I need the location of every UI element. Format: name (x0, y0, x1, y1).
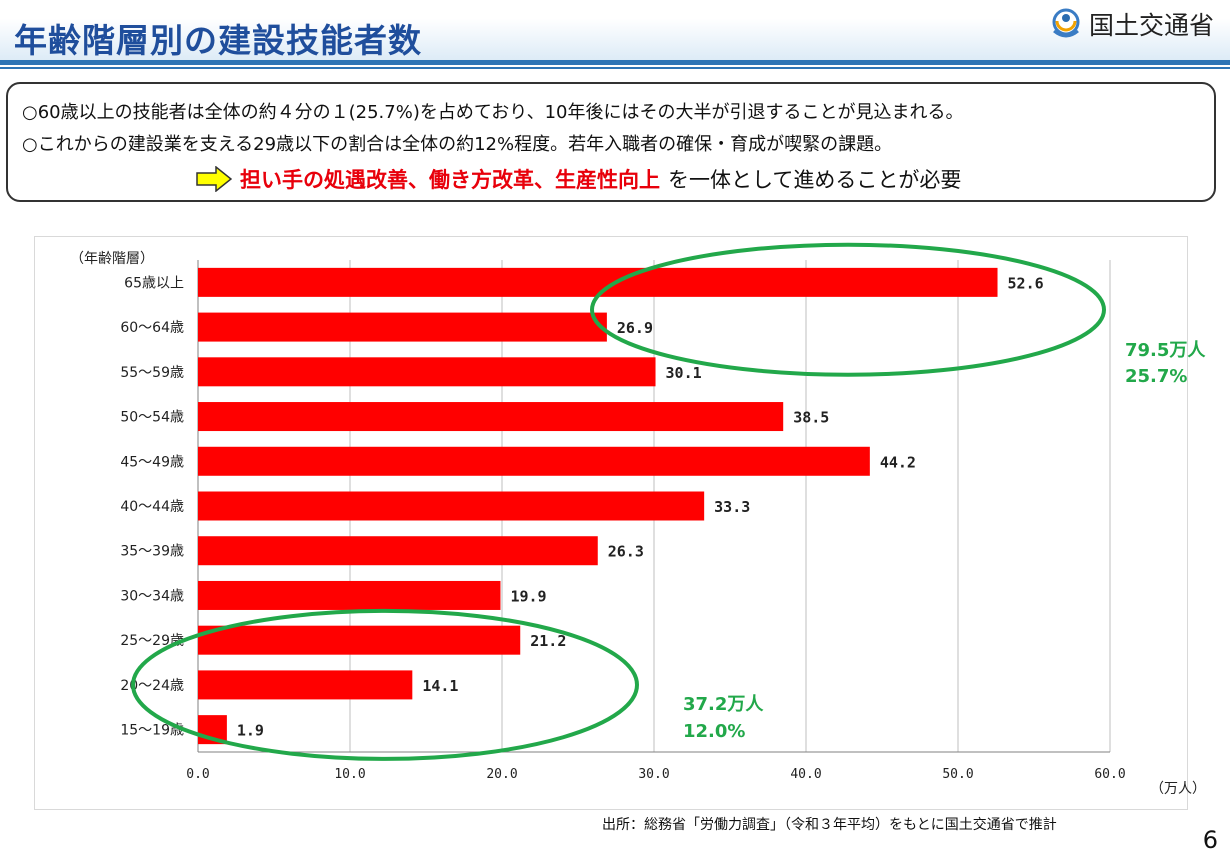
x-tick-label: 60.0 (1094, 767, 1125, 782)
value-label: 21.2 (530, 632, 566, 650)
value-label: 26.9 (617, 319, 653, 337)
chart-frame (34, 236, 1188, 810)
annotation-total: 79.5万人 (1125, 340, 1206, 361)
value-label: 26.3 (608, 543, 644, 561)
value-label: 44.2 (880, 453, 916, 471)
x-tick-label: 10.0 (334, 767, 365, 782)
category-label: 40～44歳 (120, 499, 184, 515)
summary-box: ○60歳以上の技能者は全体の約４分の１(25.7%)を占めており、10年後にはそ… (6, 82, 1216, 202)
header-rule-thin (0, 67, 1230, 69)
summary-line-1: ○60歳以上の技能者は全体の約４分の１(25.7%)を占めており、10年後にはそ… (22, 102, 964, 123)
bar (198, 446, 870, 476)
bar (198, 580, 501, 610)
category-label: 45～49歳 (120, 454, 184, 470)
bar (198, 357, 656, 387)
value-label: 30.1 (666, 364, 702, 382)
annotation-share: 25.7% (1125, 366, 1187, 387)
x-tick-label: 50.0 (942, 767, 973, 782)
conclusion-rest: を一体として進めることが必要 (668, 168, 962, 192)
category-label: 65歳以上 (124, 275, 184, 291)
page-title: 年齢階層別の建設技能者数 (14, 21, 422, 60)
bar (198, 625, 521, 655)
category-label: 35～39歳 (120, 544, 184, 560)
value-label: 14.1 (422, 677, 458, 695)
value-label: 1.9 (237, 722, 264, 740)
bar (198, 312, 607, 342)
x-axis-title: （万人） (1150, 781, 1206, 797)
category-label: 20～24歳 (120, 678, 184, 694)
page-number: 6 (1202, 826, 1218, 854)
bar (198, 267, 998, 297)
value-label: 38.5 (793, 409, 829, 427)
annotation-total: 37.2万人 (683, 694, 764, 715)
bar (198, 402, 784, 432)
category-label: 25～29歳 (120, 633, 184, 649)
x-tick-label: 20.0 (486, 767, 517, 782)
category-label: 30～34歳 (120, 588, 184, 604)
agency-logo: 国土交通省 (1049, 4, 1214, 44)
value-label: 52.6 (1008, 274, 1044, 292)
category-label: 60～64歳 (120, 320, 184, 336)
category-label: 55～59歳 (120, 365, 184, 381)
value-label: 33.3 (714, 498, 750, 516)
conclusion: 担い手の処遇改善、働き方改革、生産性向上 を一体として進めることが必要 (196, 164, 961, 194)
category-label: 50～54歳 (120, 410, 184, 426)
value-label: 19.9 (510, 587, 546, 605)
bar (198, 670, 413, 700)
bar (198, 536, 598, 566)
summary-line-2: ○これからの建設業を支える29歳以下の割合は全体の約12%程度。若年入職者の確保… (22, 134, 893, 155)
highlight-ellipse (590, 242, 1106, 377)
mlit-logo-icon (1052, 8, 1080, 38)
annotation-share: 12.0% (683, 721, 745, 742)
conclusion-emphasis: 担い手の処遇改善、働き方改革、生産性向上 (240, 168, 660, 192)
bar (198, 491, 705, 521)
category-label: 15～19歳 (120, 723, 184, 739)
header-band (0, 0, 1230, 62)
source-note: 出所：総務省「労働力調査」（令和３年平均）をもとに国土交通省で推計 (602, 817, 1057, 833)
agency-name: 国土交通省 (1088, 11, 1214, 40)
yellow-right-arrow-icon (196, 166, 232, 192)
header-rule (0, 60, 1230, 65)
y-axis-title: （年齢階層） (70, 251, 154, 267)
x-tick-label: 40.0 (790, 767, 821, 782)
x-tick-label: 0.0 (186, 767, 209, 782)
x-tick-label: 30.0 (638, 767, 669, 782)
highlight-ellipse (131, 608, 639, 761)
